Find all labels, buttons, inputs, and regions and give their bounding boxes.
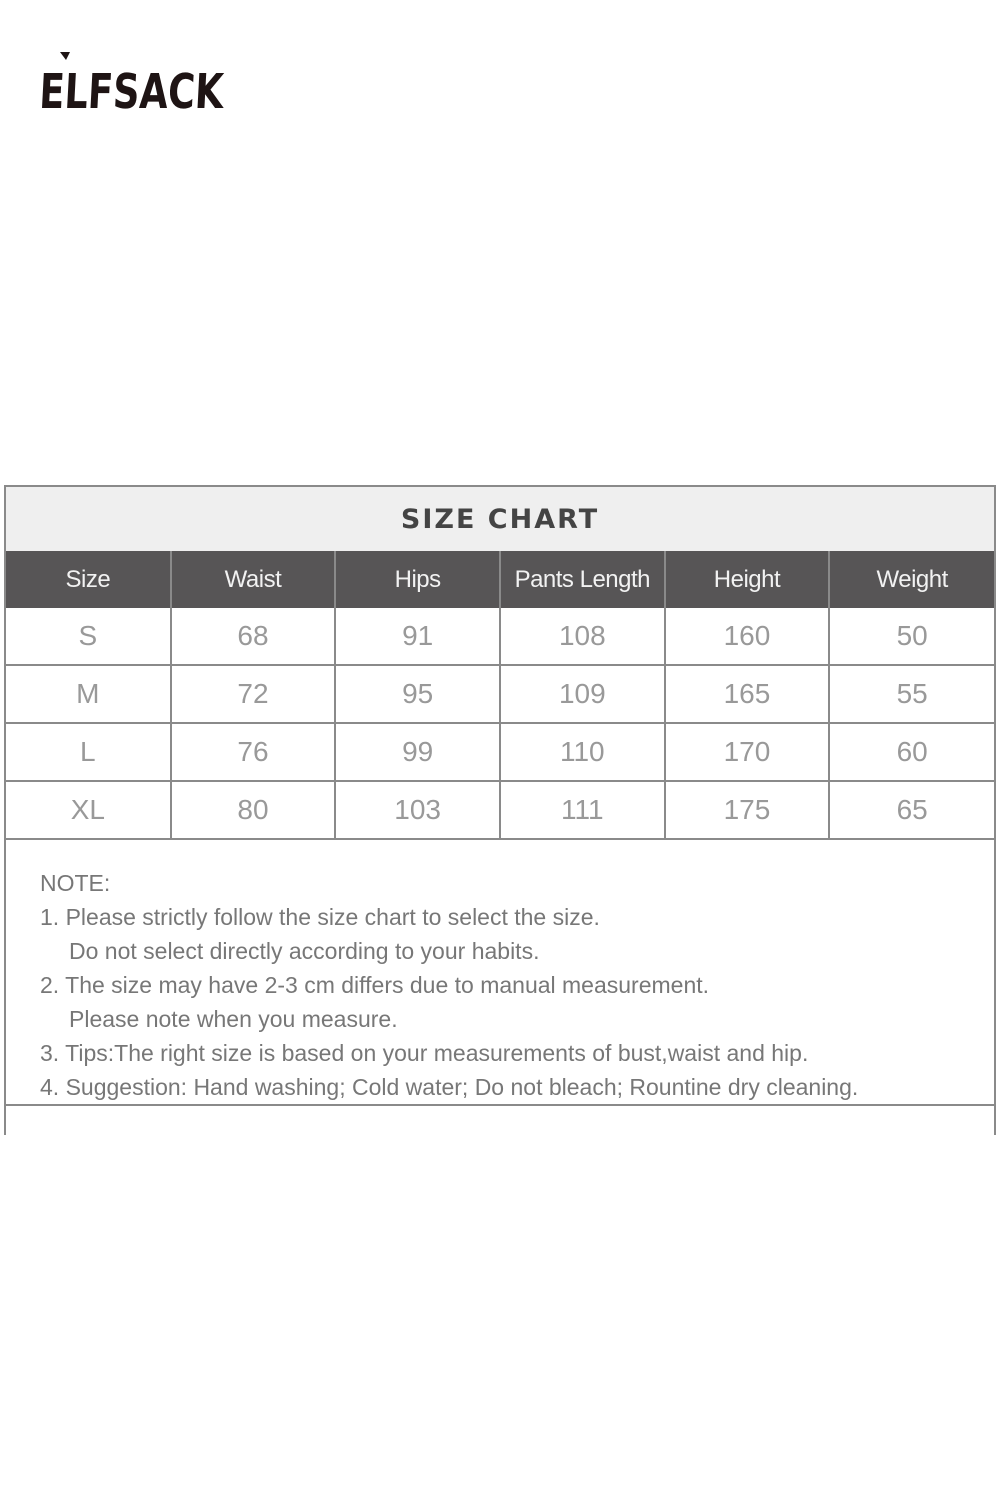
notes-heading: NOTE:	[40, 870, 111, 896]
note-line: Please note when you measure.	[69, 1006, 398, 1032]
table-cell: 68	[170, 608, 337, 666]
size-chart: SIZE CHART Size Waist Hips Pants Length Heig…	[4, 485, 996, 1135]
table-cell: 109	[499, 665, 666, 724]
column-header: Size	[6, 551, 172, 608]
note-line: 2. The size may have 2-3 cm differs due …	[40, 972, 710, 998]
table-cell: 65	[829, 781, 994, 840]
note-line: 3. Tips:The right size is based on your …	[40, 1040, 809, 1066]
table-cell: 110	[499, 723, 666, 782]
table-cell: 160	[664, 608, 831, 666]
column-header: Weight	[829, 551, 994, 608]
note-line: 1. Please strictly follow the size chart…	[40, 904, 600, 930]
table-cell: 175	[664, 781, 831, 840]
table-cell: 50	[829, 608, 994, 666]
notes-section: NOTE: 1. Please strictly follow the size…	[6, 840, 994, 1106]
column-header: Hips	[335, 551, 501, 608]
table-cell: 95	[335, 665, 501, 724]
elfsack-logo: ELFSACK	[40, 52, 226, 112]
table-cell: 91	[335, 608, 501, 666]
table-row: M 72 95 109 165 55	[6, 665, 994, 724]
table-row: XL 80 103 111 175 65	[6, 781, 994, 840]
table-cell: 165	[664, 665, 831, 724]
table-cell: 111	[499, 781, 666, 840]
column-header: Height	[664, 551, 831, 608]
table-cell: 170	[664, 723, 831, 782]
column-header: Waist	[170, 551, 337, 608]
size-chart-title: SIZE CHART	[6, 487, 994, 551]
table-cell: 103	[335, 781, 501, 840]
note-line: Do not select directly according to your…	[69, 938, 540, 964]
table-cell: XL	[6, 781, 172, 840]
table-cell: S	[6, 608, 172, 666]
table-row: S 68 91 108 160 50	[6, 608, 994, 666]
table-cell: 55	[829, 665, 994, 724]
table-cell: 72	[170, 665, 337, 724]
table-cell: M	[6, 665, 172, 724]
table-cell: L	[6, 723, 172, 782]
table-row: L 76 99 110 170 60	[6, 723, 994, 782]
note-line: 4. Suggestion: Hand washing; Cold water;…	[40, 1074, 859, 1100]
table-cell: 60	[829, 723, 994, 782]
column-header: Pants Length	[499, 551, 666, 608]
table-cell: 108	[499, 608, 666, 666]
table-cell: 80	[170, 781, 337, 840]
svg-text:ELFSACK: ELFSACK	[40, 64, 226, 112]
table-header-row: Size Waist Hips Pants Length Height Weight	[6, 551, 994, 608]
table-cell: 99	[335, 723, 501, 782]
table-cell: 76	[170, 723, 337, 782]
